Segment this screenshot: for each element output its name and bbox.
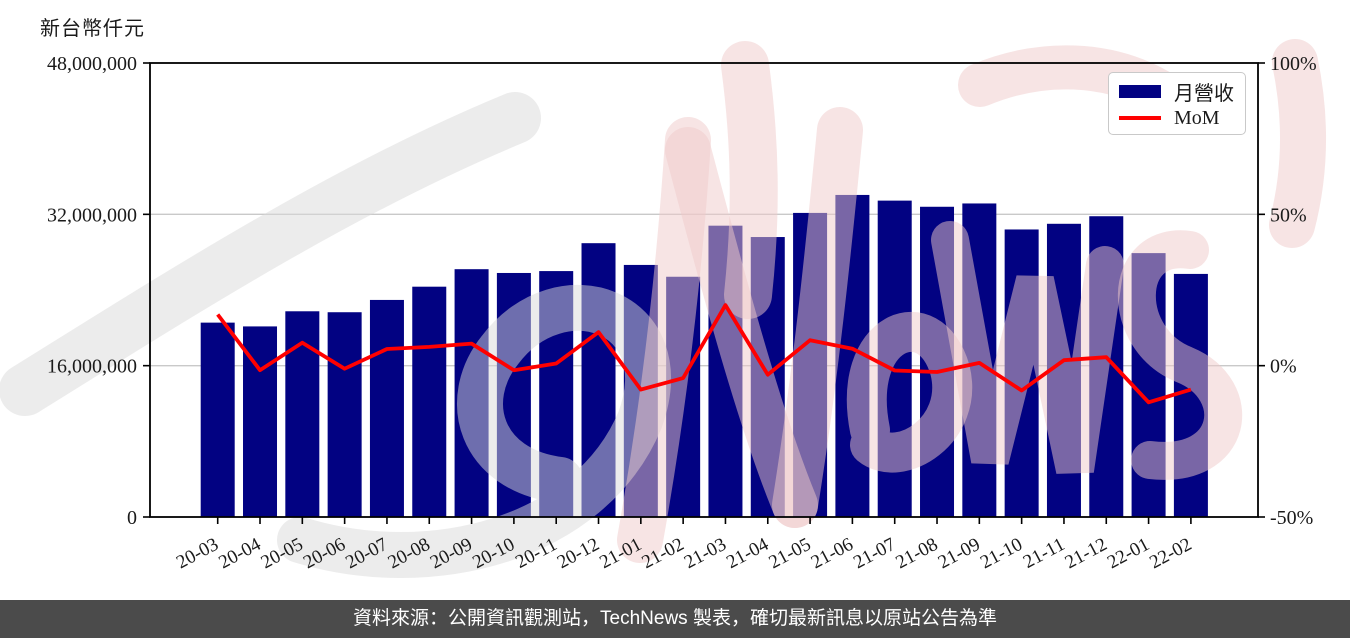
legend-line-swatch xyxy=(1119,116,1161,121)
legend-item-mom: MoM xyxy=(1119,107,1235,130)
legend-label-revenue: 月營收 xyxy=(1174,83,1234,106)
x-axis-tick-label: 22-01 xyxy=(1104,534,1153,573)
y-axis-tick-label-right: 50% xyxy=(1270,204,1307,226)
revenue-bar xyxy=(369,299,404,517)
y-axis-tick-label-right: 0% xyxy=(1270,356,1297,378)
watermark-stroke xyxy=(277,284,671,578)
legend-label-mom: MoM xyxy=(1174,106,1220,129)
y-axis-tick-label-left: 48,000,000 xyxy=(47,53,137,75)
revenue-bar xyxy=(412,286,447,517)
legend-item-revenue: 月營收 xyxy=(1119,77,1235,106)
x-axis-tick-label: 22-02 xyxy=(1146,534,1195,573)
left-axis-title: 新台幣仟元 xyxy=(40,18,145,40)
legend: 月營收 MoM xyxy=(1108,72,1246,135)
y-axis-tick-label-right: 100% xyxy=(1270,53,1317,75)
x-axis-tick-label: 21-06 xyxy=(808,534,857,573)
watermark-stroke xyxy=(772,107,863,528)
x-axis-tick-label: 21-08 xyxy=(892,534,941,573)
watermark-stroke xyxy=(721,41,778,319)
revenue-bar xyxy=(200,322,235,517)
revenue-mom-chart: 48,000,000 32,000,000 16,000,000 0 100% 50% 0%… xyxy=(0,39,1326,578)
revenue-bar xyxy=(285,311,320,517)
x-axis-tick-label: 20-04 xyxy=(215,534,264,574)
footer-text: 資料來源：公開資訊觀測站，TechNews 製表，確切最新訊息以原站公告為準 xyxy=(353,608,997,629)
footer-source-note: 資料來源：公開資訊觀測站，TechNews 製表，確切最新訊息以原站公告為準 xyxy=(0,600,1350,638)
watermark-stroke xyxy=(931,221,1124,474)
mom-line xyxy=(216,303,1192,405)
x-axis-tick-label: 21-05 xyxy=(765,534,814,573)
x-axis-tick-label: 21-07 xyxy=(850,534,899,573)
revenue-bar xyxy=(327,312,362,517)
watermark-stroke xyxy=(0,92,541,416)
x-axis-tick-label: 21-11 xyxy=(1020,534,1068,573)
x-axis-tick-label: 21-09 xyxy=(935,534,984,573)
y-axis-tick-label-left: 0 xyxy=(127,507,137,529)
watermark-stroke xyxy=(1117,230,1243,480)
x-axis-tick-label: 20-12 xyxy=(554,534,603,573)
y-axis-tick-label-right: -50% xyxy=(1270,507,1313,529)
y-axis-tick-label-left: 16,000,000 xyxy=(47,356,137,378)
x-axis-tick-label: 21-03 xyxy=(681,534,730,573)
legend-bar-swatch xyxy=(1119,85,1161,99)
x-axis-tick-label: 21-10 xyxy=(977,534,1026,573)
x-axis-tick-label: 20-03 xyxy=(173,534,222,573)
y-axis-tick-label-left: 32,000,000 xyxy=(47,204,137,226)
watermark-stroke xyxy=(846,311,973,473)
x-axis-tick-label: 21-12 xyxy=(1062,534,1111,573)
watermark-stroke xyxy=(1269,39,1326,248)
plot-border xyxy=(149,62,1259,518)
x-axis-tick-label: 21-04 xyxy=(723,534,772,574)
